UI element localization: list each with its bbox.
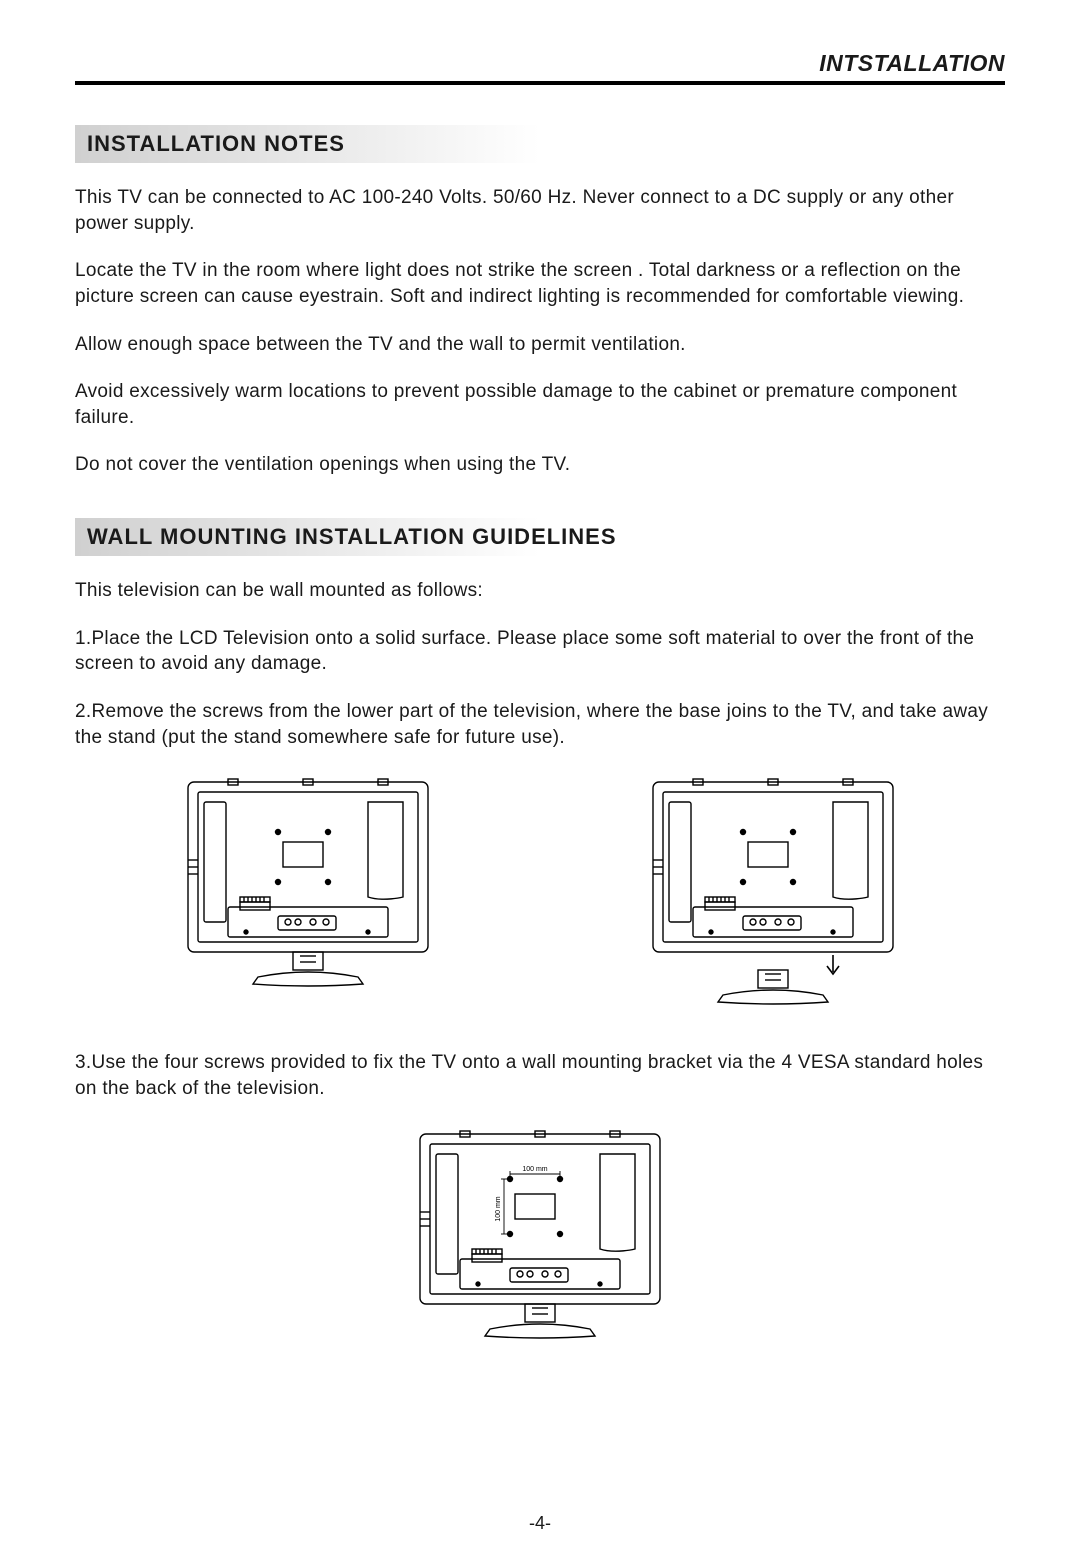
figures-row-step2 bbox=[75, 772, 1005, 1022]
notes-paragraph-4: Avoid excessively warm locations to prev… bbox=[75, 379, 1005, 430]
notes-paragraph-2: Locate the TV in the room where light do… bbox=[75, 258, 1005, 309]
notes-paragraph-3: Allow enough space between the TV and th… bbox=[75, 332, 1005, 358]
wall-paragraph-3: 2.Remove the screws from the lower part … bbox=[75, 699, 1005, 750]
figure-tv-on-stand bbox=[168, 772, 448, 1002]
figure-tv-vesa-dims: 100 mm 100 mm bbox=[400, 1124, 680, 1354]
wall-paragraph-2: 1.Place the LCD Television onto a solid … bbox=[75, 626, 1005, 677]
section-heading-wall-mounting: WALL MOUNTING INSTALLATION GUIDELINES bbox=[75, 518, 1005, 556]
section-heading-installation-notes: INSTALLATION NOTES bbox=[75, 125, 1005, 163]
vesa-vertical-label: 100 mm bbox=[495, 1196, 502, 1221]
figure-tv-remove-stand bbox=[633, 772, 913, 1022]
notes-paragraph-1: This TV can be connected to AC 100-240 V… bbox=[75, 185, 1005, 236]
figure-row-step3: 100 mm 100 mm bbox=[75, 1124, 1005, 1354]
page-number: -4- bbox=[0, 1513, 1080, 1534]
wall-paragraph-4: 3.Use the four screws provided to fix th… bbox=[75, 1050, 1005, 1101]
wall-paragraph-1: This television can be wall mounted as f… bbox=[75, 578, 1005, 604]
page-header-title: INTSTALLATION bbox=[75, 50, 1005, 81]
header-rule bbox=[75, 81, 1005, 85]
vesa-horizontal-label: 100 mm bbox=[522, 1166, 547, 1173]
notes-paragraph-5: Do not cover the ventilation openings wh… bbox=[75, 452, 1005, 478]
